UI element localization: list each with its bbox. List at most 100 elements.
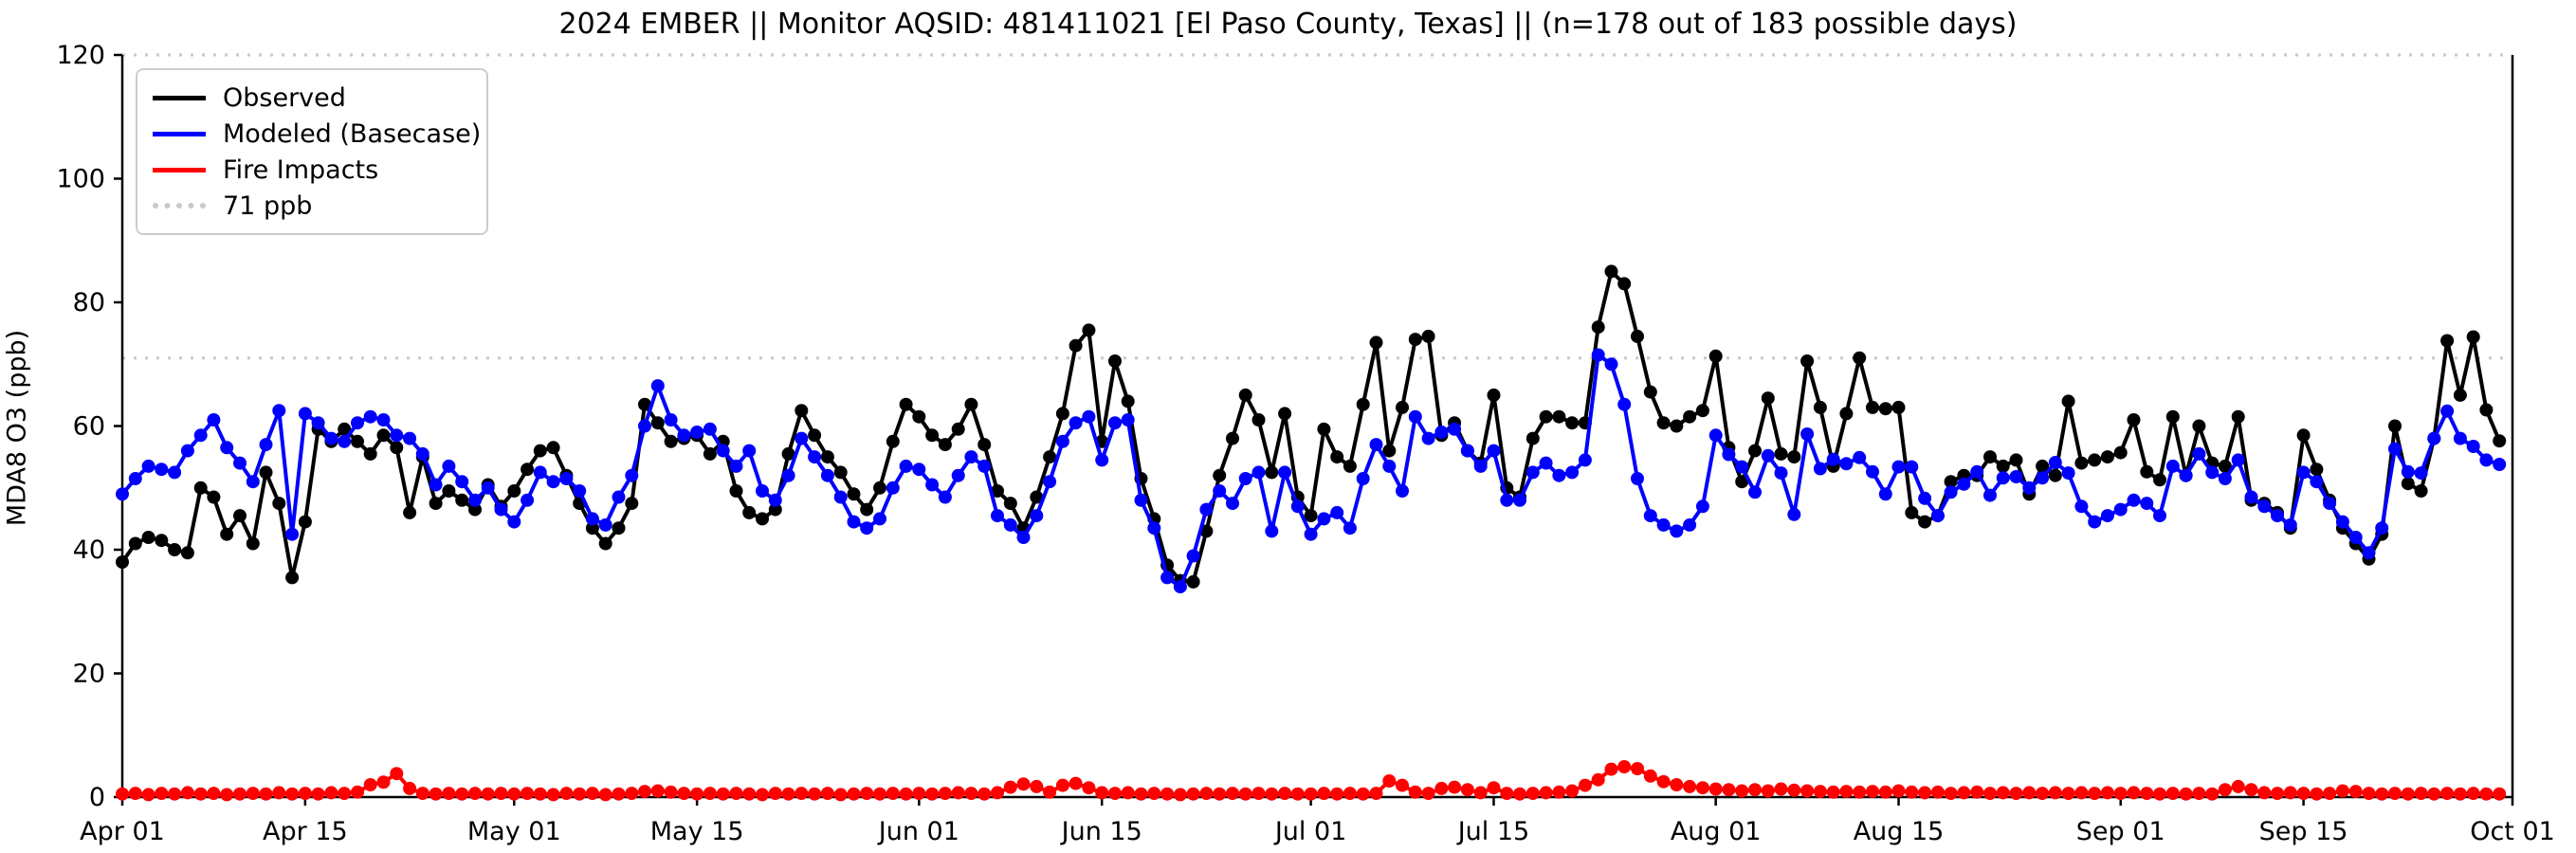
x-tick-label: May 15 <box>650 817 744 846</box>
observed-point <box>1226 431 1239 445</box>
fire-point <box>1670 778 1684 791</box>
fire-point <box>1526 787 1540 801</box>
fire-point <box>1003 780 1017 794</box>
modeled-point <box>2414 466 2428 481</box>
modeled-point <box>1238 472 1252 485</box>
observed-point <box>638 397 651 411</box>
observed-point <box>781 446 795 461</box>
fire-point <box>1448 780 1462 794</box>
fire-point <box>455 787 469 801</box>
fire-point <box>324 786 338 800</box>
observed-point <box>403 505 417 519</box>
modeled-point <box>860 521 874 535</box>
modeled-point <box>2244 490 2258 504</box>
fire-point <box>1160 787 1175 801</box>
fire-point <box>1708 782 1723 796</box>
x-tick-label: Jul 01 <box>1273 817 1347 846</box>
fire-point <box>2205 787 2220 801</box>
observed-point <box>1330 450 1344 464</box>
observed-point <box>1631 329 1644 343</box>
observed-point <box>220 527 234 541</box>
observed-point <box>1304 509 1318 523</box>
fire-point <box>2440 787 2455 801</box>
modeled-point <box>1434 426 1449 439</box>
observed-point <box>820 450 834 464</box>
modeled-point <box>1330 505 1344 519</box>
fire-point <box>1800 784 1815 798</box>
fire-point <box>2244 783 2258 797</box>
fire-point <box>1722 783 1736 797</box>
observed-point <box>1408 333 1422 347</box>
observed-point <box>977 438 992 452</box>
fire-point <box>155 787 169 801</box>
fire-point <box>742 787 757 801</box>
fire-point <box>220 788 234 802</box>
fire-markers <box>116 760 2507 802</box>
modeled-point <box>964 450 978 464</box>
observed-point <box>2009 453 2023 467</box>
x-tick-label: Jul 15 <box>1456 817 1530 846</box>
modeled-point <box>1578 453 1592 467</box>
modeled-point <box>442 459 456 473</box>
fire-point <box>2231 779 2245 793</box>
fire-point <box>899 787 913 801</box>
modeled-point <box>1030 509 1044 523</box>
modeled-point <box>390 428 404 443</box>
modeled-point <box>1473 459 1488 473</box>
modeled-point <box>1591 348 1605 362</box>
fire-point <box>1617 760 1632 773</box>
fire-point <box>376 775 391 789</box>
modeled-point <box>2074 499 2089 514</box>
observed-point <box>1487 388 1501 402</box>
modeled-point <box>2022 481 2037 495</box>
fire-point <box>2323 787 2337 801</box>
observed-point <box>2296 428 2311 443</box>
fire-point <box>494 787 508 801</box>
fire-point <box>2310 787 2324 801</box>
fire-point <box>2192 787 2206 801</box>
observed-point <box>1683 409 1697 424</box>
fire-point <box>886 787 900 801</box>
modeled-point <box>376 413 391 426</box>
x-tick-label: Sep 01 <box>2076 817 2165 846</box>
observed-point <box>742 505 757 519</box>
modeled-point <box>899 459 913 473</box>
fire-point <box>1265 787 1279 801</box>
observed-point <box>650 416 665 430</box>
modeled-point <box>2401 464 2415 479</box>
observed-point <box>1030 490 1044 504</box>
observed-point <box>2113 445 2128 460</box>
fire-point <box>2335 784 2349 798</box>
fire-point <box>1238 787 1252 801</box>
fire-point <box>1199 787 1214 801</box>
observed-point <box>2414 484 2428 498</box>
observed-point <box>1800 354 1815 368</box>
fire-point <box>168 787 182 801</box>
legend-item-fire: Fire Impacts <box>153 152 471 188</box>
modeled-markers <box>116 348 2507 594</box>
observed-point <box>951 422 965 436</box>
fire-point <box>1500 787 1514 801</box>
fire-point <box>925 787 940 801</box>
observed-point <box>833 465 848 480</box>
fire-point <box>2061 787 2075 801</box>
fire-point <box>2113 787 2128 801</box>
observed-point <box>729 484 743 498</box>
modeled-point <box>128 472 142 485</box>
fire-point <box>533 787 547 801</box>
observed-point <box>376 428 391 443</box>
modeled-point <box>546 475 560 489</box>
observed-point <box>193 481 208 495</box>
fire-point <box>1304 787 1318 801</box>
observed-point <box>1317 422 1331 436</box>
observed-point <box>2061 394 2075 408</box>
modeled-point <box>233 456 247 470</box>
fire-point <box>272 786 286 800</box>
observed-point <box>768 502 782 517</box>
observed-point <box>546 441 560 455</box>
observed-point <box>2310 463 2324 477</box>
fire-point <box>1108 787 1122 801</box>
observed-point <box>795 404 809 418</box>
observed-point <box>285 571 300 585</box>
